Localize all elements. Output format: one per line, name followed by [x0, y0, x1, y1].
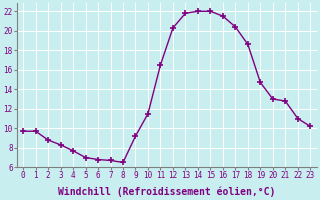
X-axis label: Windchill (Refroidissement éolien,°C): Windchill (Refroidissement éolien,°C) [58, 186, 276, 197]
